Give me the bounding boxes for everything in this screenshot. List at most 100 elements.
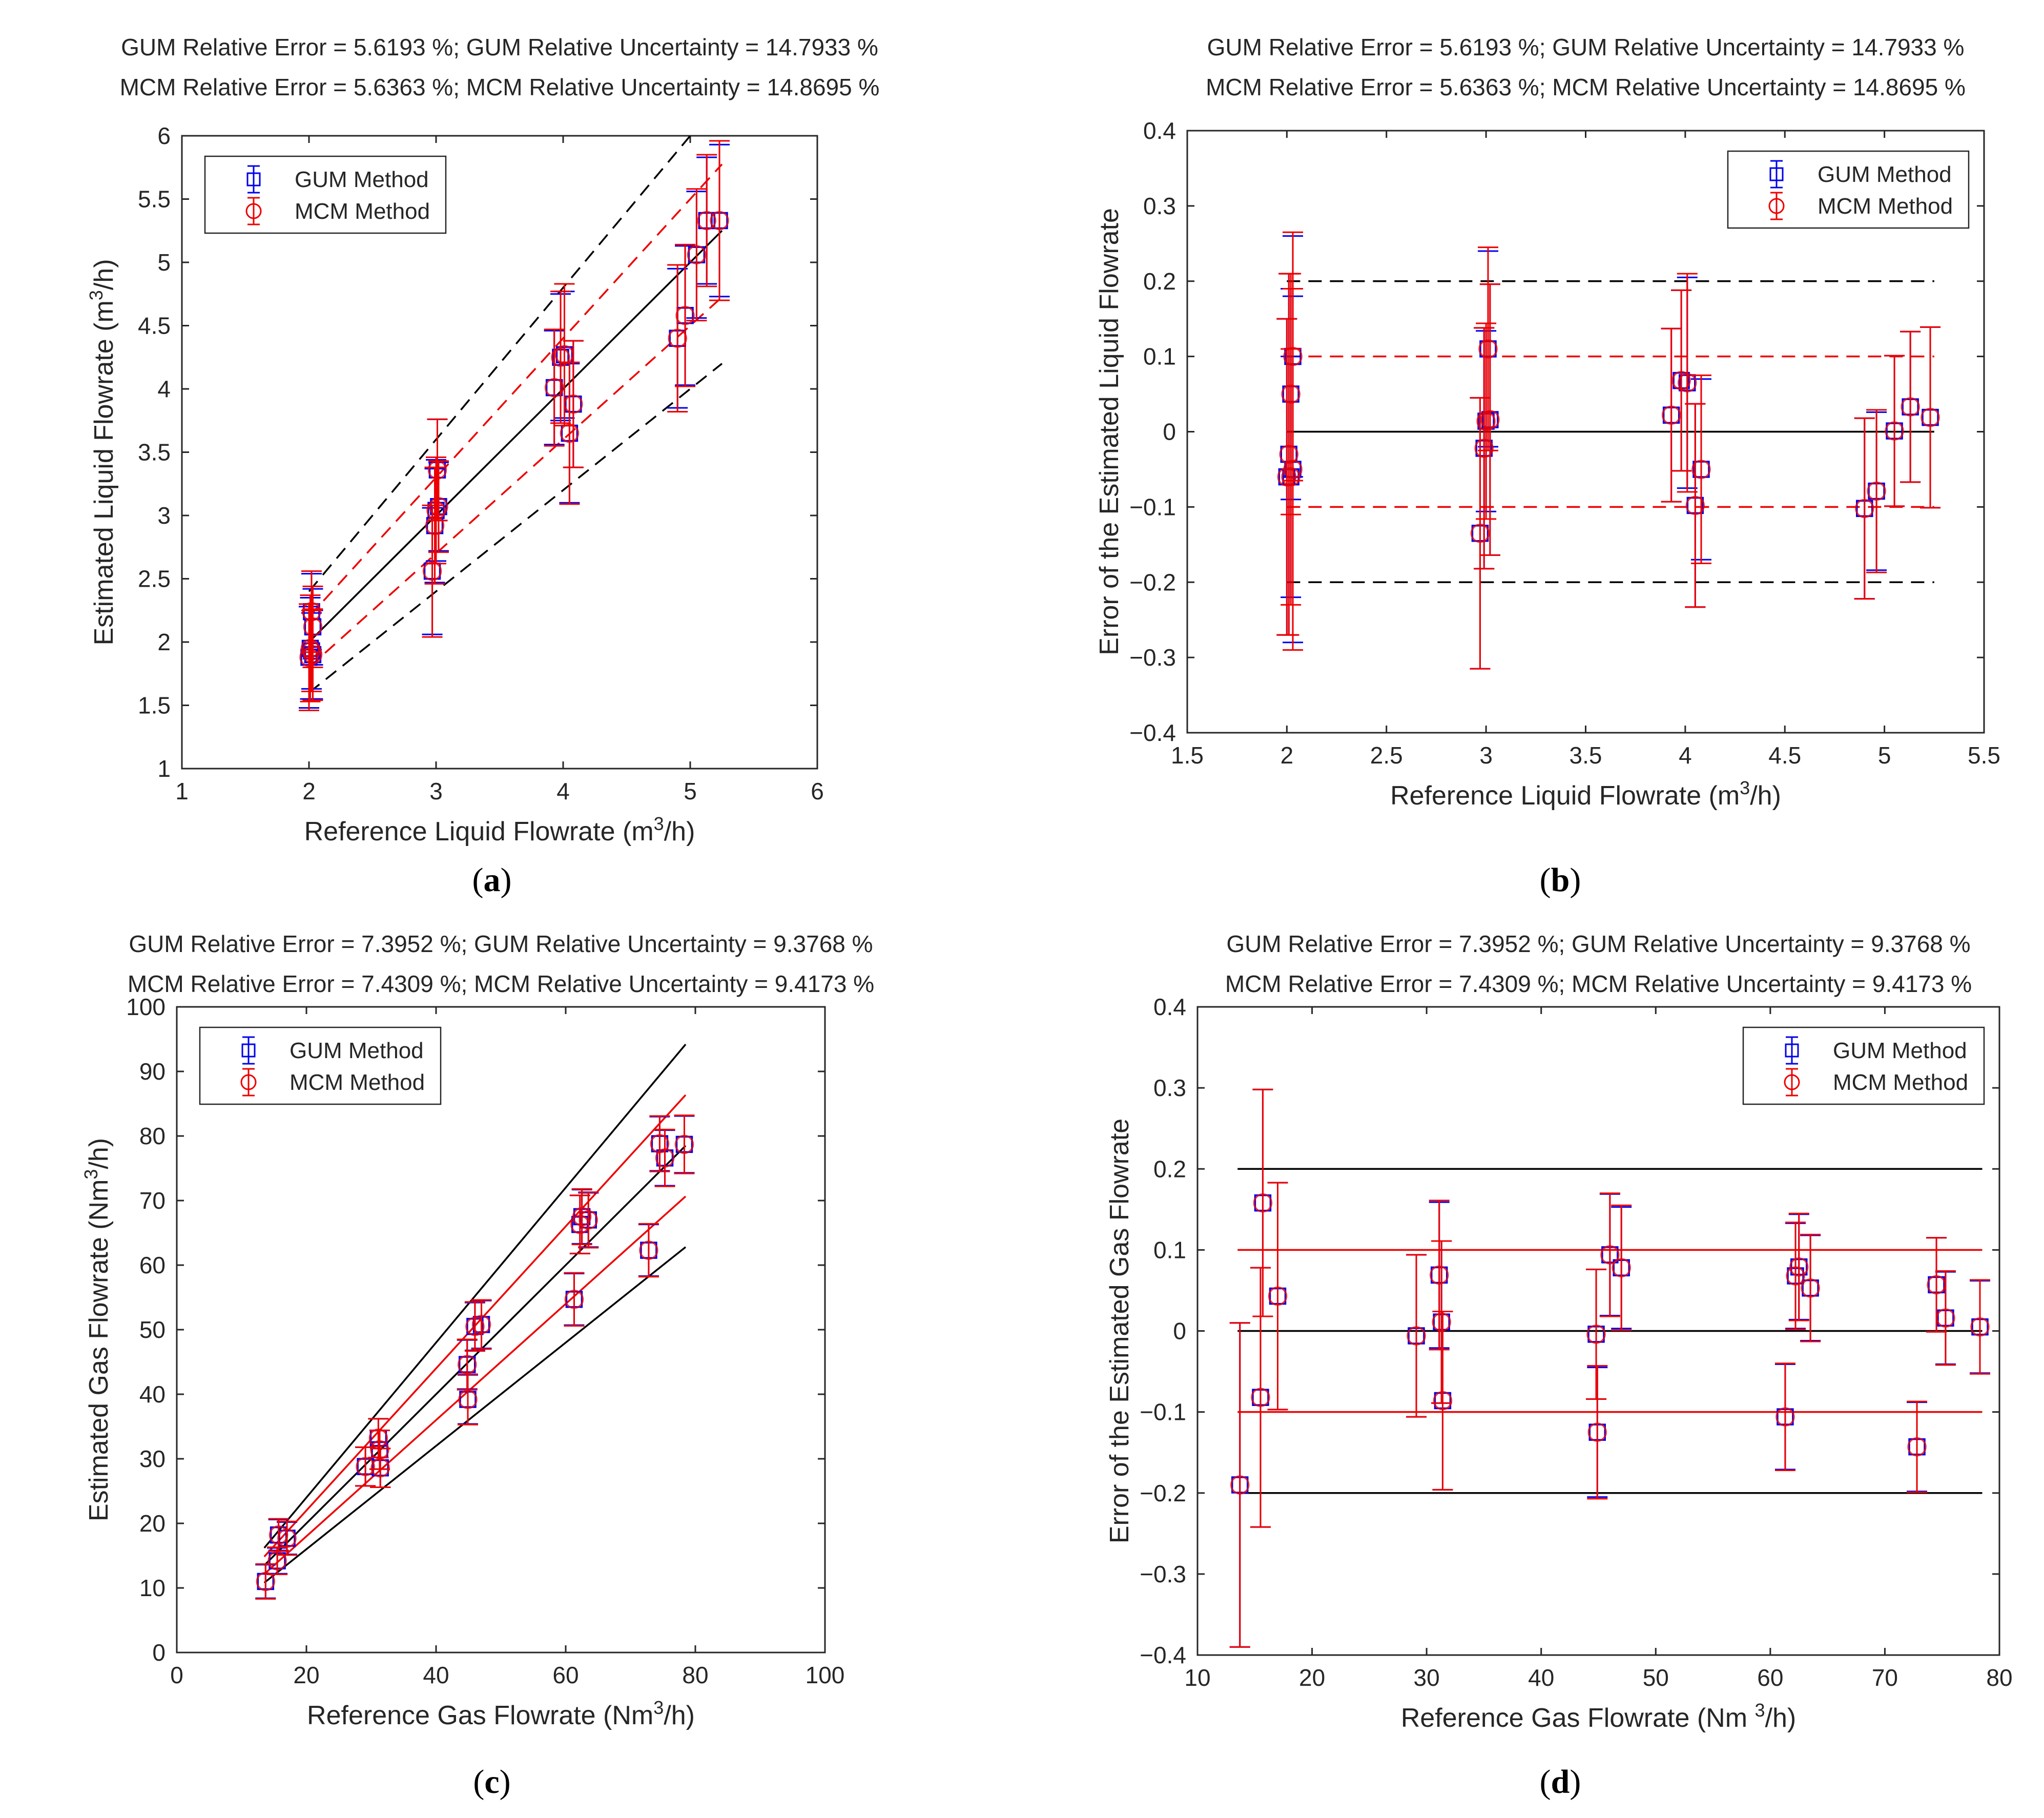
y-tick-label: 2 — [157, 629, 171, 655]
reference-line-ideal — [308, 230, 723, 643]
data-point-circle — [697, 211, 716, 231]
data-point-circle — [687, 245, 707, 264]
series-mcm — [299, 140, 730, 711]
legend-circle-icon — [245, 203, 262, 219]
data-point-circle — [277, 1528, 297, 1548]
chart-title-line: GUM Relative Error = 5.6193 %; GUM Relat… — [121, 34, 878, 60]
y-tick-label: 10 — [139, 1575, 166, 1601]
chart-svg-a: GUM Relative Error = 5.6193 %; GUM Relat… — [86, 34, 879, 846]
data-point-circle — [1433, 1391, 1453, 1411]
y-tick-label: 0.2 — [1143, 268, 1176, 295]
y-tick-label: 70 — [139, 1187, 166, 1214]
data-point-circle — [1786, 1266, 1805, 1286]
legend: GUM Method MCM Method — [1742, 1026, 1985, 1105]
x-tick-label: 1 — [175, 778, 189, 804]
legend-circle-icon — [240, 1074, 257, 1090]
legend-label: GUM Method — [1833, 1038, 1967, 1063]
chart-title-line: MCM Relative Error = 7.4309 %; MCM Relat… — [128, 970, 874, 997]
series-mcm — [1229, 1088, 1990, 1648]
x-axis-label: Reference Liquid Flowrate (m3/h) — [304, 813, 695, 846]
data-point-circle — [710, 211, 729, 231]
legend-label: GUM Method — [290, 1038, 424, 1063]
data-point-circle — [650, 1134, 670, 1153]
x-tick-label: 2 — [302, 778, 316, 804]
y-tick-label: 0.4 — [1153, 994, 1186, 1020]
data-point-circle — [356, 1457, 375, 1476]
chart-panel-d: GUM Relative Error = 7.3952 %; GUM Relat… — [1025, 917, 2044, 1763]
y-axis-label: Estimated Gas Flowrate (Nm3/h) — [80, 1138, 114, 1521]
data-point-circle — [1230, 1475, 1250, 1495]
y-tick-label: −0.1 — [1140, 1399, 1186, 1426]
x-tick-label: 40 — [1528, 1664, 1554, 1691]
data-point-circle — [302, 602, 321, 622]
data-point-circle — [579, 1210, 598, 1230]
chart-title-line: MCM Relative Error = 5.6363 %; MCM Relat… — [1206, 74, 1966, 100]
data-point-circle — [655, 1148, 675, 1168]
legend-box — [1742, 1026, 1985, 1105]
y-axis-label: Error of the Estimated Liquid Flowrate — [1095, 208, 1124, 655]
y-tick-label: 1 — [157, 755, 171, 782]
data-point-circle — [1661, 405, 1681, 425]
legend-label: GUM Method — [1818, 162, 1952, 187]
y-axis-label: Estimated Liquid Flowrate (m3/h) — [86, 259, 119, 645]
x-tick-label: 100 — [806, 1662, 845, 1688]
legend-box — [199, 1026, 442, 1105]
y-tick-label: 0.2 — [1153, 1155, 1186, 1182]
x-tick-label: 1.5 — [1171, 742, 1204, 769]
legend-label: GUM Method — [295, 167, 429, 192]
y-tick-label: 2.5 — [138, 566, 171, 592]
data-point-circle — [303, 645, 323, 665]
data-point-circle — [1480, 410, 1500, 429]
data-point-circle — [457, 1355, 477, 1374]
y-tick-label: 5.5 — [138, 186, 171, 213]
y-tick-label: −0.4 — [1129, 719, 1176, 746]
y-tick-label: 100 — [126, 994, 166, 1020]
x-tick-label: 4.5 — [1768, 742, 1801, 769]
panel-label-c: (c) — [473, 1763, 511, 1801]
data-point-circle — [1281, 467, 1300, 487]
data-point-circle — [564, 1290, 584, 1309]
reference-line-20 — [308, 363, 723, 694]
x-tick-label: 20 — [293, 1662, 319, 1688]
panel-label-b: (b) — [1539, 861, 1581, 899]
data-point-circle — [1268, 1286, 1288, 1306]
x-tick-label: 3.5 — [1570, 742, 1602, 769]
data-point-circle — [1921, 407, 1940, 427]
panel-label-d: (d) — [1539, 1763, 1581, 1801]
data-point-circle — [1901, 397, 1920, 417]
y-axis-label: Error of the Estimated Gas Flowrate — [1105, 1119, 1134, 1543]
data-point-circle — [1279, 444, 1299, 464]
reference-line-10 — [308, 296, 723, 668]
chart-title-line: GUM Relative Error = 7.3952 %; GUM Relat… — [129, 931, 873, 957]
x-tick-label: 10 — [1184, 1664, 1210, 1691]
data-point-circle — [425, 516, 445, 535]
legend-label: MCM Method — [1833, 1070, 1968, 1095]
y-tick-label: 60 — [139, 1252, 166, 1278]
legend-label: MCM Method — [295, 199, 430, 224]
data-point-circle — [429, 497, 448, 517]
y-tick-label: 0.1 — [1143, 343, 1176, 370]
x-tick-label: 60 — [552, 1662, 579, 1688]
y-tick-label: 0.4 — [1143, 117, 1176, 144]
y-tick-label: 0 — [1163, 419, 1176, 445]
data-point-circle — [256, 1572, 276, 1592]
legend: GUM Method MCM Method — [199, 1026, 442, 1105]
y-tick-label: −0.3 — [1129, 644, 1176, 671]
data-point-circle — [1253, 1193, 1273, 1213]
legend-circle-icon — [1784, 1074, 1800, 1090]
x-tick-label: 5 — [684, 778, 697, 804]
data-point-circle — [471, 1315, 491, 1334]
y-tick-label: 80 — [139, 1123, 166, 1149]
y-tick-label: 3.5 — [138, 439, 171, 466]
reference-line-ideal — [263, 1145, 687, 1566]
data-point-circle — [1586, 1325, 1606, 1344]
legend-square-icon — [241, 1043, 256, 1058]
data-point-circle — [1600, 1245, 1620, 1265]
legend-box — [204, 155, 447, 234]
legend-square-icon — [1785, 1043, 1799, 1058]
y-tick-label: 0.3 — [1143, 193, 1176, 219]
data-point-circle — [1474, 439, 1494, 458]
legend-label: MCM Method — [1818, 194, 1953, 219]
reference-line-20 — [263, 1246, 687, 1584]
chart-panel-a: GUM Relative Error = 5.6193 %; GUM Relat… — [0, 20, 1004, 861]
